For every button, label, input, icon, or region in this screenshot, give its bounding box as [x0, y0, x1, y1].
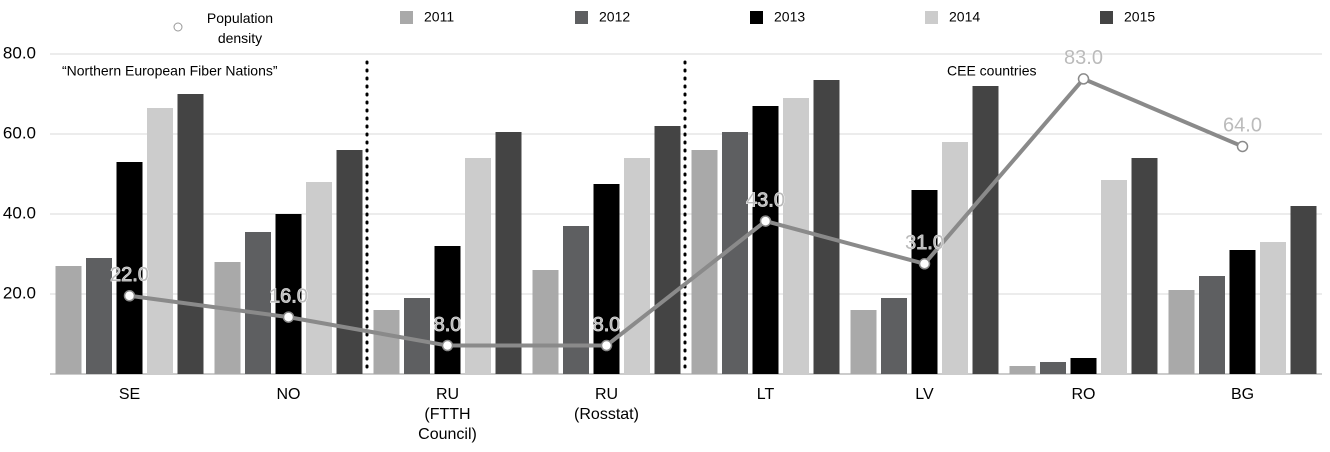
bar [495, 132, 522, 374]
data-label: 22.0 [110, 264, 149, 286]
x-tick-label: LT [756, 386, 775, 403]
legend-marker [173, 22, 183, 32]
line-marker [759, 215, 772, 227]
x-tick-label: RU (FTTH Council) [418, 386, 477, 443]
line-marker [123, 290, 136, 302]
legend-swatch [575, 11, 588, 24]
line-marker [1236, 140, 1249, 153]
legend-label: 2012 [599, 9, 630, 25]
bar [404, 298, 430, 374]
line-marker [1077, 73, 1090, 85]
data-label: 43.0 [746, 189, 785, 211]
bar [55, 266, 82, 374]
line-marker [282, 311, 295, 323]
data-label: 16.0 [269, 285, 308, 307]
bar [1260, 242, 1286, 374]
bar [336, 150, 363, 374]
bar [752, 106, 779, 374]
legend-label: Population density [206, 10, 274, 46]
bar [434, 246, 461, 374]
bar [116, 162, 143, 374]
legend-swatch [400, 11, 413, 24]
bar [1290, 206, 1317, 374]
data-label: 8.0 [593, 314, 621, 336]
bar [813, 80, 840, 374]
y-tick-label: 40.0 [3, 203, 36, 222]
bar [1070, 358, 1097, 374]
bar [86, 258, 112, 374]
bar [881, 298, 907, 374]
bar [911, 190, 938, 374]
bar [1168, 290, 1195, 374]
legend-swatch [750, 11, 763, 24]
line [129, 76, 1244, 348]
bar [214, 262, 241, 374]
bar [1009, 366, 1036, 374]
bar [624, 158, 650, 374]
line-marker [600, 339, 613, 352]
bar [972, 86, 999, 374]
legend-label: 2015 [1124, 9, 1155, 25]
line-marker [441, 339, 454, 352]
x-tick-label: SE [118, 386, 141, 403]
x-tick-label: RU (Rosstat) [574, 386, 639, 423]
annotation: “Northern European Fiber Nations” [62, 63, 278, 79]
legend-label: 2014 [949, 9, 980, 25]
bar [563, 226, 589, 374]
annotation: CEE countries [947, 63, 1036, 79]
legend-swatch [925, 11, 938, 24]
bar [465, 158, 491, 374]
data-label: 8.0 [434, 314, 462, 336]
bar [783, 98, 809, 374]
data-label: 64.0 [1223, 115, 1262, 137]
x-tick-label: BG [1230, 386, 1255, 403]
bar [177, 94, 204, 374]
bar [373, 310, 400, 374]
bar [654, 126, 681, 374]
line-marker [918, 258, 931, 270]
bar [1229, 250, 1256, 374]
bar [275, 214, 302, 374]
y-tick-label: 80.0 [3, 43, 36, 62]
bar [942, 142, 968, 374]
y-tick-label: 60.0 [3, 123, 36, 142]
bar [245, 232, 271, 374]
x-tick-label: RO [1071, 386, 1096, 403]
legend-label: 2011 [424, 9, 454, 25]
bar [1040, 362, 1066, 374]
bar [147, 108, 173, 374]
bar [1101, 180, 1127, 374]
bar [1199, 276, 1225, 374]
bar [532, 270, 559, 374]
legend-label: 2013 [774, 9, 805, 25]
bar [850, 310, 877, 374]
legend-swatch [1100, 11, 1113, 24]
bar [1131, 158, 1158, 374]
data-label: 31.0 [905, 232, 944, 254]
x-tick-label: NO [276, 386, 301, 403]
y-tick-label: 20.0 [3, 283, 36, 302]
x-tick-label: LV [915, 386, 934, 403]
bar [306, 182, 332, 374]
data-label: 83.0 [1064, 47, 1103, 69]
